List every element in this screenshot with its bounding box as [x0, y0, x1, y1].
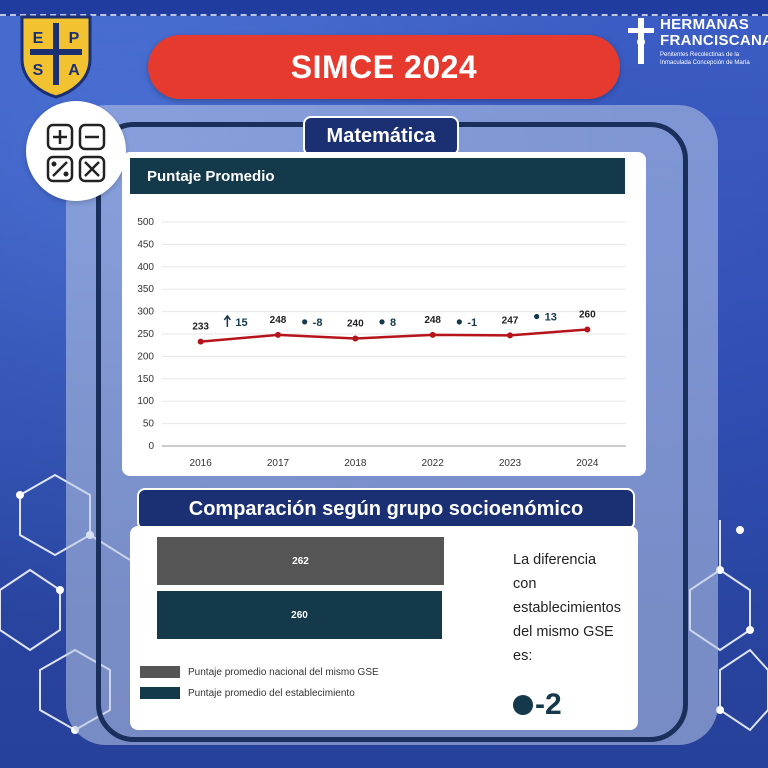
difference-text-line: establecimientos [513, 600, 621, 616]
comparison-title: Comparación según grupo socioenómico [137, 488, 635, 530]
data-point [429, 331, 436, 338]
difference-number: -2 [535, 688, 562, 721]
brand-name-line1: HERMANAS [660, 16, 750, 33]
brand-subtitle-line2: Inmaculada Concepción de María [660, 60, 750, 66]
difference-dot-icon [513, 695, 533, 715]
x-tick-label: 2023 [499, 458, 522, 469]
data-point [584, 326, 591, 333]
legend-national: Puntaje promedio nacional del mismo GSE [140, 666, 379, 678]
page-title: SIMCE 2024 [148, 35, 620, 99]
difference-value: -2 [513, 688, 562, 722]
y-tick-label: 450 [137, 239, 154, 250]
legend-school: Puntaje promedio del establecimiento [140, 687, 355, 699]
brand-subtitle-line1: Penitentes Recolectinas de la [660, 52, 740, 58]
legend-swatch-national [140, 666, 180, 678]
cross-figure-icon [628, 18, 654, 64]
data-label: 248 [424, 315, 441, 326]
change-label: 8 [390, 317, 396, 329]
change-label: -8 [313, 317, 323, 329]
y-tick-label: 100 [137, 396, 154, 407]
data-point [352, 335, 359, 342]
y-tick-label: 0 [148, 441, 154, 452]
line-chart: 0 50 100 150 200 250 300 350 400 450 500 2016 2017 20… [137, 217, 626, 469]
change-label: -1 [467, 317, 477, 329]
chart-card [122, 152, 646, 476]
y-tick-label: 300 [137, 307, 154, 318]
legend-swatch-school [140, 687, 180, 699]
data-label: 240 [347, 318, 364, 329]
shield-letter-e: E [33, 30, 44, 47]
x-tick-label: 2024 [576, 458, 599, 469]
change-dot-icon [302, 319, 308, 325]
legend-label-school: Puntaje promedio del establecimiento [188, 687, 355, 699]
x-tick-label: 2018 [344, 458, 367, 469]
data-label: 260 [579, 310, 596, 321]
change-label: 15 [235, 317, 247, 329]
y-tick-label: 500 [137, 217, 154, 228]
brand-logo: HERMANAS FRANCISCANAS Penitentes Recolec… [626, 16, 768, 86]
change-dot-icon [379, 319, 385, 325]
y-tick-label: 50 [143, 419, 155, 430]
data-label: 233 [192, 322, 209, 333]
top-border [0, 0, 768, 16]
data-label: 248 [270, 315, 287, 326]
calculator-icon [26, 101, 126, 201]
y-tick-label: 150 [137, 374, 154, 385]
difference-text-line: del mismo GSE [513, 624, 614, 640]
arrow-up-icon [223, 314, 231, 327]
school-shield-logo: E P S A [20, 15, 92, 99]
y-tick-label: 400 [137, 262, 154, 273]
bar-national: 262 [157, 537, 444, 585]
shield-letter-s: S [33, 62, 44, 79]
x-tick-label: 2017 [267, 458, 290, 469]
data-point [275, 331, 281, 338]
data-point [507, 332, 513, 339]
shield-letter-a: A [68, 62, 80, 79]
shield-letter-p: P [69, 30, 80, 47]
data-label: 247 [502, 315, 519, 326]
difference-text-line: con [513, 576, 537, 592]
subject-label: Matemática [303, 116, 459, 156]
x-tick-label: 2022 [422, 458, 445, 469]
hexagon-decoration-right [689, 520, 768, 732]
change-label: 13 [545, 312, 557, 324]
difference-text-line: La diferencia [513, 552, 597, 568]
x-tick-label: 2016 [190, 458, 213, 469]
brand-name-line2: FRANCISCANAS [660, 32, 768, 49]
legend-label-national: Puntaje promedio nacional del mismo GSE [188, 666, 379, 678]
series-line [200, 328, 588, 343]
y-tick-label: 200 [137, 351, 154, 362]
data-point [197, 338, 204, 345]
y-tick-label: 250 [137, 329, 154, 340]
y-tick-label: 350 [137, 284, 154, 295]
bar-school: 260 [157, 591, 442, 639]
change-dot-icon [456, 319, 462, 325]
change-dot-icon [534, 313, 540, 320]
difference-text: La diferencia con establecimientos del m… [513, 548, 623, 668]
difference-text-line: es: [513, 648, 533, 664]
chart-header: Puntaje Promedio [130, 158, 625, 194]
